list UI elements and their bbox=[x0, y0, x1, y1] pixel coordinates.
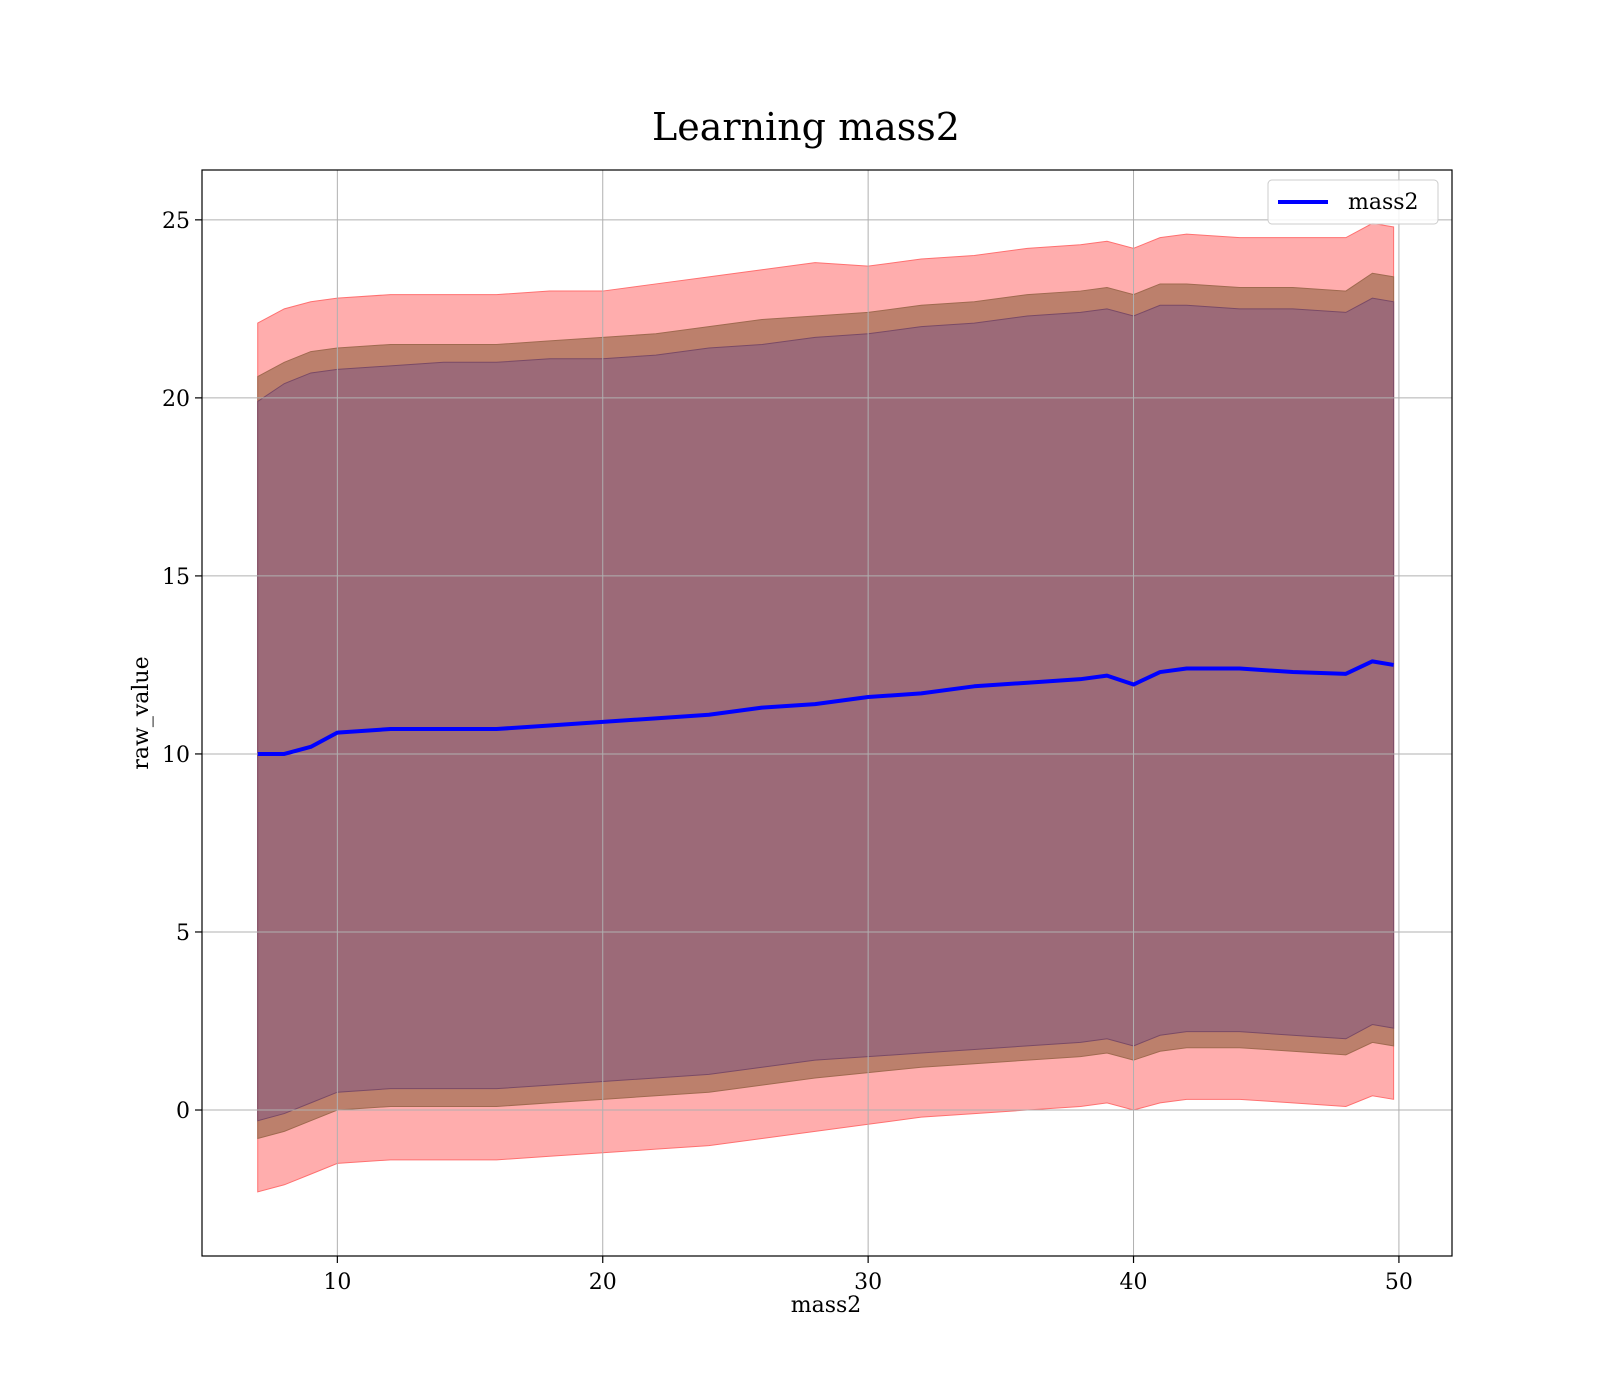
legend-label-mass2: mass2 bbox=[1348, 190, 1419, 215]
band-inner bbox=[257, 297, 1395, 1122]
x-tick-label: 40 bbox=[1120, 1270, 1148, 1295]
series-lines bbox=[257, 659, 1394, 756]
y-axis-label: raw_value bbox=[129, 656, 154, 769]
y-tick-label: 25 bbox=[162, 209, 190, 234]
plot-frame bbox=[201, 169, 1453, 1257]
legend: mass2 bbox=[1267, 179, 1439, 225]
y-tick-label: 5 bbox=[176, 921, 190, 946]
y-tick-label: 20 bbox=[162, 387, 190, 412]
x-axis-label: mass2 bbox=[791, 1293, 862, 1318]
series-line-mass2 bbox=[257, 659, 1394, 756]
x-tick-label: 30 bbox=[854, 1270, 882, 1295]
x-axis: 10 20 30 40 50 bbox=[323, 1256, 1413, 1295]
grid bbox=[202, 170, 1452, 1256]
x-tick-label: 20 bbox=[589, 1270, 617, 1295]
chart-title: Learning mass2 bbox=[652, 105, 960, 149]
legend-box bbox=[1267, 179, 1439, 225]
y-tick-label: 10 bbox=[162, 743, 190, 768]
x-tick-label: 10 bbox=[323, 1270, 351, 1295]
confidence-bands bbox=[257, 222, 1395, 1193]
y-tick-label: 0 bbox=[176, 1099, 190, 1124]
y-tick-label: 15 bbox=[162, 565, 190, 590]
y-axis: 0 5 10 15 20 25 bbox=[162, 209, 202, 1124]
x-tick-label: 50 bbox=[1385, 1270, 1413, 1295]
